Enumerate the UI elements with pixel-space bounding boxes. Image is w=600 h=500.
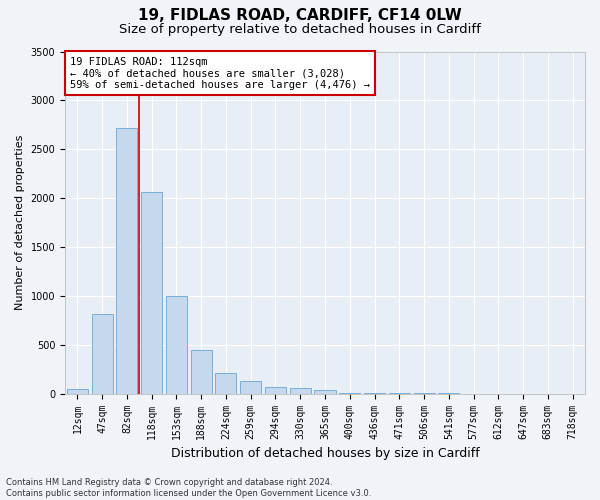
X-axis label: Distribution of detached houses by size in Cardiff: Distribution of detached houses by size … (170, 447, 479, 460)
Bar (141, 192, 162, 394)
Bar (67, 389, 88, 394)
Y-axis label: Number of detached properties: Number of detached properties (15, 135, 25, 310)
Text: 19 FIDLAS ROAD: 112sqm
← 40% of detached houses are smaller (3,028)
59% of semi-: 19 FIDLAS ROAD: 112sqm ← 40% of detached… (70, 56, 370, 90)
Bar (166, 296, 187, 394)
Text: Size of property relative to detached houses in Cardiff: Size of property relative to detached ho… (119, 22, 481, 36)
Bar (314, 390, 335, 394)
Bar (339, 392, 360, 394)
Bar (265, 387, 286, 394)
Bar (240, 381, 261, 394)
Bar (92, 314, 113, 394)
Bar (116, 128, 137, 394)
Text: Contains HM Land Registry data © Crown copyright and database right 2024.
Contai: Contains HM Land Registry data © Crown c… (6, 478, 371, 498)
Bar (290, 388, 311, 394)
Bar (191, 350, 212, 394)
Bar (215, 373, 236, 394)
Text: 19, FIDLAS ROAD, CARDIFF, CF14 0LW: 19, FIDLAS ROAD, CARDIFF, CF14 0LW (138, 8, 462, 22)
